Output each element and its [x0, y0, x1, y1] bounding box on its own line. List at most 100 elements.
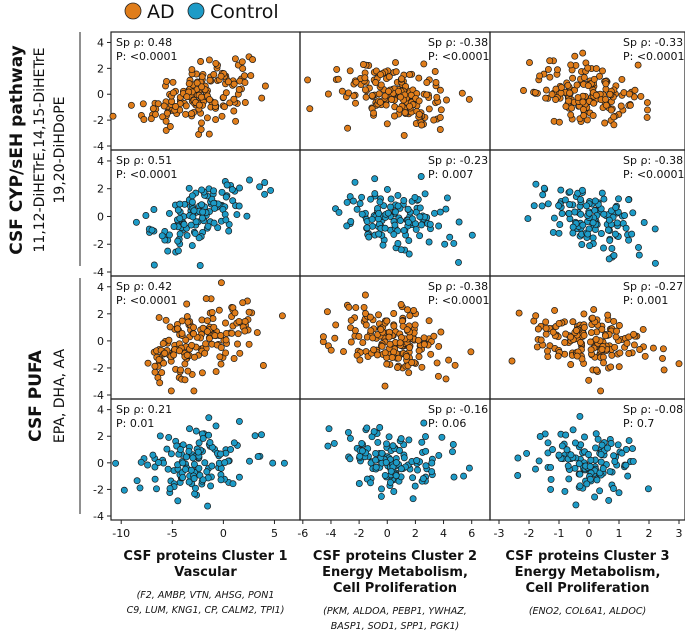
data-point: [155, 314, 163, 322]
data-point: [367, 327, 375, 335]
data-point: [378, 449, 386, 457]
data-point: [544, 65, 552, 73]
data-point: [552, 96, 560, 103]
data-point: [432, 79, 440, 86]
data-point: [195, 234, 203, 242]
data-point: [544, 200, 552, 208]
data-point: [376, 198, 384, 206]
data-point: [561, 339, 569, 346]
data-point: [377, 492, 385, 500]
data-point: [631, 86, 639, 94]
data-point: [234, 340, 241, 348]
data-point: [332, 321, 340, 329]
data-point: [206, 76, 214, 84]
data-point: [222, 336, 230, 344]
data-point: [649, 344, 657, 352]
data-point: [416, 213, 424, 221]
data-point: [449, 441, 457, 448]
p-value-label: P: <0.0001: [428, 50, 490, 63]
data-point: [549, 446, 556, 453]
p-value-label: P: <0.0001: [428, 294, 490, 307]
data-point: [630, 330, 638, 338]
data-point: [190, 323, 198, 331]
data-point: [403, 326, 411, 334]
data-point: [375, 90, 383, 98]
data-point: [599, 67, 606, 75]
data-point: [217, 72, 225, 80]
y-tick-label: 0: [97, 88, 104, 101]
p-value-label: P: 0.7: [623, 417, 654, 430]
data-point: [544, 449, 552, 457]
data-point: [625, 350, 633, 357]
rho-label: Sp ρ: -0.33: [623, 36, 683, 49]
data-point: [170, 351, 178, 359]
data-point: [592, 335, 600, 343]
data-point: [387, 195, 395, 203]
data-point: [617, 102, 625, 110]
data-point: [345, 89, 352, 97]
x-axes: -10 -5 0 5 -6 -4 -2 0 2 4 6 -3 -2 -1 0 1 2 3: [112, 520, 683, 540]
data-point: [149, 451, 157, 459]
data-point: [564, 462, 572, 470]
data-point: [201, 349, 209, 357]
data-point: [433, 93, 441, 101]
data-point: [156, 432, 164, 440]
data-point: [534, 325, 542, 333]
data-point: [438, 433, 446, 441]
y-tick-label: -2: [93, 238, 104, 251]
data-point: [269, 459, 277, 467]
data-point: [224, 78, 232, 86]
data-point: [195, 101, 203, 109]
data-point: [597, 230, 605, 237]
data-point: [385, 87, 392, 95]
data-point: [608, 351, 616, 359]
x-axis-col-1: -6 -4 -2 0 2 4 6: [297, 520, 475, 540]
data-point: [355, 333, 363, 340]
data-point: [406, 102, 414, 110]
rho-label: Sp ρ: -0.27: [623, 280, 683, 293]
data-point: [583, 202, 591, 210]
data-point: [392, 459, 400, 467]
data-point: [383, 440, 390, 448]
data-point: [385, 73, 393, 81]
data-point: [381, 382, 389, 390]
rho-label: Sp ρ: 0.21: [116, 403, 172, 416]
data-point: [531, 89, 539, 97]
data-point: [445, 356, 453, 364]
data-point: [416, 232, 424, 240]
y-tick-label: 4: [97, 36, 104, 49]
data-point: [580, 112, 588, 119]
data-point: [569, 426, 577, 434]
data-point: [565, 475, 573, 483]
data-point: [608, 245, 616, 252]
data-point: [365, 233, 373, 241]
data-point: [361, 86, 369, 94]
data-point: [418, 221, 425, 229]
y-tick-label: -2: [93, 114, 104, 127]
data-point: [392, 59, 399, 67]
data-point: [630, 341, 638, 349]
data-point: [567, 361, 575, 368]
scatter-panel-r2-c1: Sp ρ: -0.38P: <0.0001: [299, 275, 491, 400]
data-point: [637, 92, 645, 100]
data-point: [411, 482, 419, 490]
data-point: [176, 214, 184, 222]
data-point: [406, 344, 413, 351]
data-point: [391, 112, 398, 120]
data-point: [195, 439, 203, 447]
data-point: [400, 131, 408, 139]
data-point: [222, 89, 230, 97]
data-point: [120, 486, 128, 494]
y-tick-label: 4: [97, 155, 104, 168]
data-point: [176, 200, 184, 208]
data-point: [383, 317, 391, 325]
data-point: [243, 212, 251, 220]
data-point: [597, 450, 605, 458]
data-point: [455, 218, 463, 226]
data-point: [362, 93, 370, 101]
data-point: [327, 346, 335, 354]
data-point: [593, 366, 600, 374]
data-point: [338, 87, 346, 95]
data-point: [514, 454, 522, 462]
data-point: [436, 208, 444, 216]
